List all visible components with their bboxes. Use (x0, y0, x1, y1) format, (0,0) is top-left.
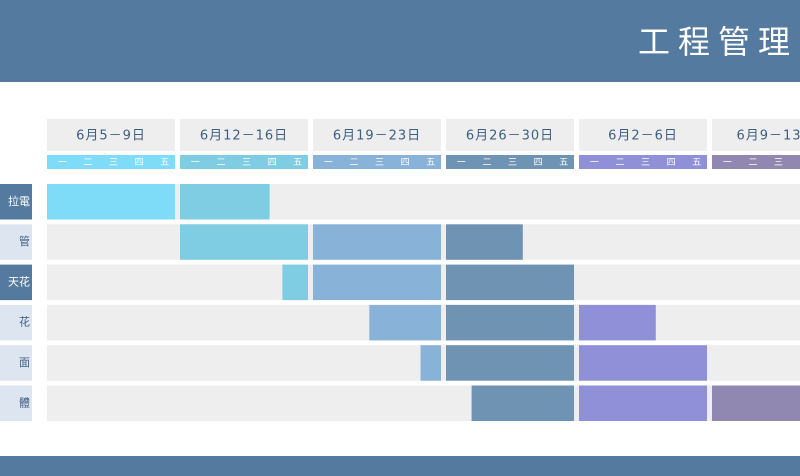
day-label: 二 (216, 158, 225, 168)
row-label: 體 (19, 396, 30, 409)
day-strip (579, 155, 707, 169)
day-label: 四 (268, 158, 277, 168)
row-label-box (0, 345, 32, 381)
day-label: 二 (482, 158, 491, 168)
row-label-box (0, 224, 32, 260)
task-bar (47, 184, 175, 220)
task-bar (579, 304, 656, 341)
row-label: 管 (19, 234, 30, 248)
week-header (47, 119, 175, 151)
header-band (0, 0, 800, 82)
week-label: 6月9－13日 (736, 129, 800, 144)
task-bar (446, 264, 574, 301)
footer-band (0, 456, 800, 476)
week-header (313, 119, 441, 151)
day-label: 二 (83, 158, 92, 168)
task-bar (471, 385, 574, 421)
day-label: 一 (324, 158, 333, 168)
chart-title: 工程管理 (638, 23, 798, 61)
day-label: 四 (534, 158, 543, 168)
task-bar (446, 224, 523, 260)
day-strip (47, 155, 175, 169)
row-label: 花 (19, 316, 30, 329)
week-header (712, 119, 800, 151)
task-bar (579, 345, 707, 381)
day-label: 一 (58, 158, 67, 168)
day-label: 五 (692, 158, 701, 168)
day-label: 二 (615, 158, 624, 168)
day-strip (712, 155, 800, 169)
week-label: 6月2－6日 (608, 129, 678, 144)
task-bar (420, 345, 441, 381)
day-label: 一 (590, 158, 599, 168)
week-label: 6月19－23日 (333, 129, 421, 144)
task-bar (446, 345, 574, 381)
row-label-box (0, 385, 32, 421)
day-label: 一 (191, 158, 200, 168)
task-bar (446, 304, 574, 341)
row-label: 拉電 (8, 194, 30, 208)
row-label: 天花 (8, 275, 30, 288)
task-bar (180, 224, 308, 260)
day-label: 三 (774, 158, 783, 168)
day-label: 三 (375, 158, 384, 168)
day-label: 五 (293, 158, 302, 168)
week-label: 6月12－16日 (200, 129, 288, 144)
task-bar (282, 264, 308, 301)
day-label: 三 (109, 158, 118, 168)
week-header (579, 119, 707, 151)
day-label: 五 (559, 158, 568, 168)
row-label-box (0, 264, 32, 301)
task-bar (579, 385, 707, 421)
day-label: 三 (508, 158, 517, 168)
row-label-box (0, 184, 32, 220)
day-label: 二 (349, 158, 358, 168)
day-label: 五 (160, 158, 169, 168)
day-strip (180, 155, 308, 169)
day-label: 二 (748, 158, 757, 168)
day-label: 四 (135, 158, 144, 168)
day-label: 一 (457, 158, 466, 168)
day-label: 五 (426, 158, 435, 168)
day-label: 三 (641, 158, 650, 168)
day-label: 四 (401, 158, 410, 168)
row-label: 面 (19, 356, 30, 369)
week-header (446, 119, 574, 151)
day-label: 一 (723, 158, 732, 168)
task-bar (369, 304, 441, 341)
day-strip (446, 155, 574, 169)
row-label-box (0, 304, 32, 341)
day-label: 四 (667, 158, 676, 168)
task-bar (313, 224, 441, 260)
task-bar (313, 264, 441, 301)
week-label: 6月26－30日 (466, 129, 554, 144)
task-bar (180, 184, 270, 220)
week-header (180, 119, 308, 151)
week-label: 6月5－9日 (76, 129, 146, 144)
day-label: 三 (242, 158, 251, 168)
task-bar (712, 385, 800, 421)
day-strip (313, 155, 441, 169)
